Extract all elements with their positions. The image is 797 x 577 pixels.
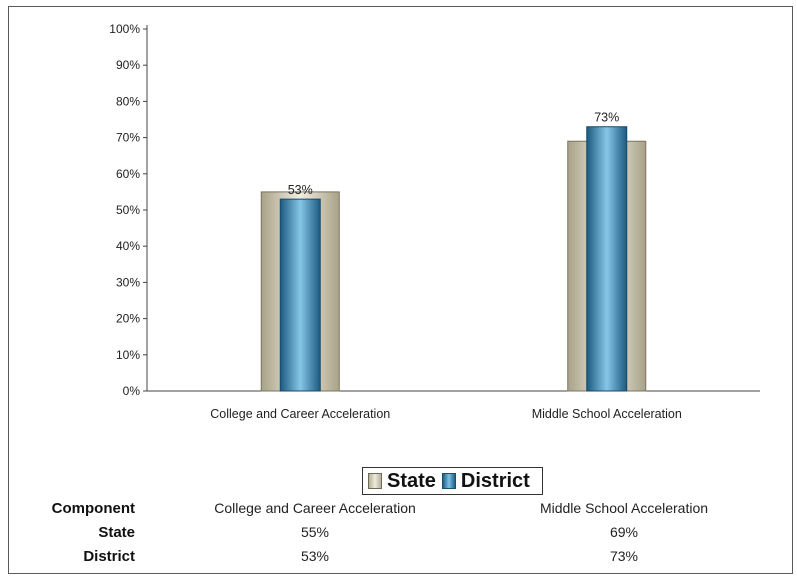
table-header-label: Component <box>51 500 135 517</box>
y-tick-label: 20% <box>116 312 140 326</box>
table-column-header: Middle School Acceleration <box>539 500 709 516</box>
table-row-label: State <box>98 524 135 541</box>
table-column-header: College and Career Acceleration <box>214 500 416 516</box>
x-category-label: College and Career Acceleration <box>210 407 390 421</box>
legend-label-district: District <box>460 469 530 492</box>
bar-district <box>279 198 321 392</box>
table-row-label: District <box>83 548 135 565</box>
bar-district <box>586 126 628 392</box>
y-tick-label: 60% <box>116 167 140 181</box>
data-label-district: 53% <box>288 183 313 197</box>
y-tick-label: 10% <box>116 348 140 362</box>
y-tick-label: 100% <box>109 22 140 36</box>
y-tick-label: 50% <box>116 203 140 217</box>
table-cell: 55% <box>300 524 330 540</box>
y-tick-label: 80% <box>116 94 140 108</box>
table-cell: 73% <box>609 548 639 564</box>
table-row: State 55% 69% <box>0 524 797 544</box>
table-row: District 53% 73% <box>0 548 797 568</box>
y-tick-label: 40% <box>116 239 140 253</box>
y-tick-label: 30% <box>116 275 140 289</box>
table-cell: 53% <box>300 548 330 564</box>
bar-chart: 0% 10% 20% 30% 40% 50% 60% 70% 80% 90% 100% 53% Col… <box>109 22 760 421</box>
table-header-row: Component College and Career Acceleratio… <box>0 500 797 520</box>
legend-swatch-district <box>441 473 456 489</box>
y-tick-label: 90% <box>116 58 140 72</box>
x-category-label: Middle School Acceleration <box>532 407 682 421</box>
legend-swatch-state <box>368 473 382 489</box>
y-tick-label: 70% <box>116 131 140 145</box>
legend-label-state: State <box>387 469 436 492</box>
chart-legend: State District <box>362 467 543 495</box>
y-tick-label: 0% <box>123 384 141 398</box>
data-label-district: 73% <box>594 111 619 125</box>
table-cell: 69% <box>609 524 639 540</box>
